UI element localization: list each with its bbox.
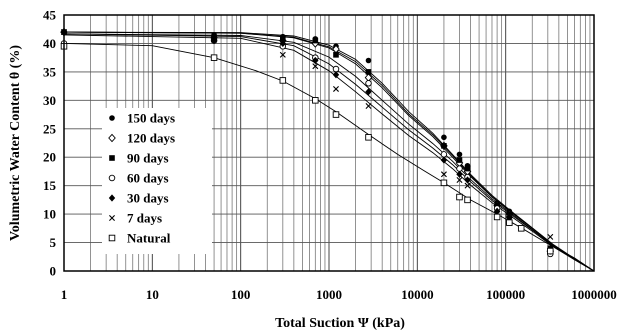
y-tick-label: 25 <box>43 121 57 136</box>
data-point <box>440 151 448 158</box>
legend-marker <box>108 133 116 143</box>
data-point <box>312 56 319 65</box>
legend-marker <box>109 115 115 121</box>
data-point <box>456 165 463 172</box>
y-tick-label: 15 <box>43 178 57 193</box>
legend-marker <box>109 155 115 161</box>
y-tick-label: 0 <box>50 264 57 279</box>
data-point <box>365 88 372 96</box>
data-point <box>456 193 463 201</box>
y-tick-label: 40 <box>43 36 56 51</box>
data-point <box>332 65 340 73</box>
x-tick-label: 1 <box>61 287 68 302</box>
data-point <box>441 134 447 141</box>
data-point <box>464 182 471 189</box>
legend-label: 7 days <box>127 211 162 226</box>
data-point <box>211 34 218 41</box>
data-point <box>456 170 463 178</box>
data-point <box>506 219 513 226</box>
data-point <box>365 103 372 110</box>
data-point <box>464 196 471 204</box>
plot-frame <box>63 14 595 272</box>
data-point <box>365 57 372 64</box>
data-markers <box>60 27 555 258</box>
data-point <box>441 143 447 149</box>
data-point <box>332 111 340 118</box>
data-point <box>517 225 525 232</box>
legend-label: 60 days <box>127 171 169 186</box>
x-tick-label: 1000 <box>316 287 342 302</box>
legend-marker <box>108 194 116 202</box>
y-tick-labels: 0 5 10 15 20 25 30 35 40 45 <box>43 8 57 279</box>
legend-marker <box>108 174 116 182</box>
data-point <box>312 63 319 70</box>
x-tick-label: 1000000 <box>571 287 617 302</box>
data-point <box>333 85 339 92</box>
data-point <box>456 151 463 158</box>
data-point <box>210 54 218 61</box>
data-point <box>464 165 471 172</box>
legend-label: 120 days <box>127 131 175 146</box>
y-tick-label: 20 <box>43 150 56 165</box>
y-axis-title: Volumetric Water Content θ (%) <box>8 45 23 241</box>
y-tick-label: 45 <box>43 8 57 23</box>
data-point <box>456 176 463 183</box>
data-point <box>440 156 448 164</box>
data-point <box>456 157 463 163</box>
data-point <box>312 97 319 104</box>
legend-label: 90 days <box>127 151 169 166</box>
legend-label: 30 days <box>127 191 169 206</box>
data-point <box>280 36 286 42</box>
data-point <box>312 37 319 44</box>
data-point <box>332 71 340 79</box>
data-point <box>440 179 448 187</box>
x-tick-label: 100 <box>231 287 251 302</box>
y-tick-label: 5 <box>50 235 57 250</box>
data-point <box>547 247 554 255</box>
data-point <box>464 176 471 184</box>
y-tick-label: 10 <box>43 207 56 222</box>
legend-marker <box>109 215 115 221</box>
data-point <box>279 51 286 58</box>
y-tick-label: 30 <box>43 93 56 108</box>
legend-marker <box>108 234 116 242</box>
data-point <box>365 134 372 141</box>
legend-background <box>102 108 212 254</box>
data-point <box>547 233 554 240</box>
data-point <box>279 39 287 48</box>
x-tick-label: 100000 <box>486 287 525 302</box>
x-tick-label: 10000 <box>401 287 434 302</box>
y-tick-label: 35 <box>43 64 57 79</box>
x-tick-label: 10 <box>146 287 159 302</box>
x-tick-labels: 1 10 100 1000 10000 100000 1000000 <box>61 287 617 302</box>
data-point <box>493 213 501 221</box>
data-point <box>333 52 339 58</box>
legend-label: Natural <box>127 231 171 246</box>
data-point <box>440 171 447 178</box>
data-point <box>365 69 372 75</box>
data-point <box>365 80 372 87</box>
data-point <box>279 77 287 84</box>
series-curve <box>63 42 595 272</box>
legend: 150 days 120 days 90 days 60 days 30 days 7 d… <box>102 108 212 254</box>
x-axis-title: Total Suction Ψ (kPa) <box>275 316 405 331</box>
data-point <box>210 37 218 45</box>
legend-label: 150 days <box>127 111 175 126</box>
